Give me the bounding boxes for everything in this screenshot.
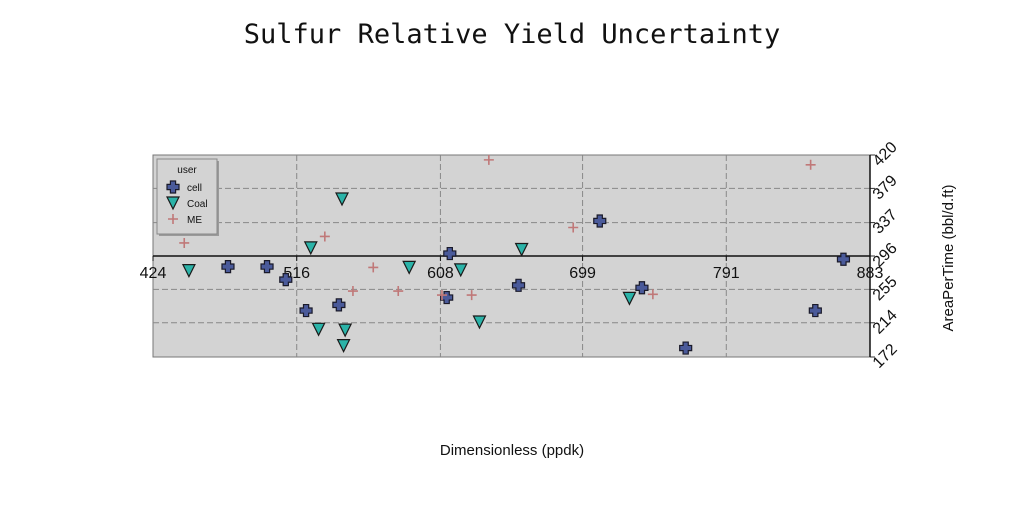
data-point-coal bbox=[181, 264, 196, 279]
y-tick-label: 214 bbox=[870, 307, 901, 338]
data-point-me bbox=[466, 290, 477, 301]
data-point-cell bbox=[679, 341, 693, 355]
y-axis-label: AreaPerTime (bbl/d.ft) bbox=[940, 185, 957, 332]
x-axis-label: Dimensionless (ppdk) bbox=[440, 442, 584, 459]
data-point-cell bbox=[260, 259, 274, 274]
data-point-me bbox=[347, 286, 358, 297]
data-point-cell bbox=[635, 281, 649, 295]
x-tick-label: 424 bbox=[140, 265, 167, 282]
data-point-coal bbox=[514, 242, 529, 257]
chart-title: Sulfur Relative Yield Uncertainty bbox=[244, 19, 780, 50]
data-point-coal bbox=[402, 260, 417, 275]
data-point-coal bbox=[453, 263, 468, 278]
data-point-me bbox=[368, 262, 379, 273]
data-point-coal bbox=[338, 323, 353, 338]
data-point-cell bbox=[443, 246, 457, 261]
y-tick-label: 379 bbox=[870, 172, 901, 203]
data-point-cell bbox=[279, 273, 293, 287]
x-tick-label: 699 bbox=[569, 265, 596, 282]
data-point-coal bbox=[472, 315, 487, 330]
legend-label: ME bbox=[187, 215, 202, 226]
data-point-me bbox=[805, 159, 816, 170]
data-point-cell bbox=[221, 259, 235, 274]
x-tick-label: 608 bbox=[427, 265, 454, 282]
legend-marker-coal bbox=[166, 196, 180, 211]
data-point-me bbox=[393, 286, 404, 297]
data-point-me bbox=[436, 290, 447, 301]
legend-marker-cell bbox=[166, 180, 180, 194]
data-point-cell bbox=[299, 303, 313, 318]
data-point-cell bbox=[332, 298, 346, 312]
data-point-cell bbox=[836, 252, 851, 266]
legend-label: Coal bbox=[187, 199, 208, 210]
data-point-me bbox=[568, 222, 579, 233]
legend-marker-me bbox=[168, 214, 178, 224]
data-point-me bbox=[483, 154, 494, 165]
y-tick-label: 172 bbox=[870, 341, 901, 372]
data-point-coal bbox=[622, 291, 637, 306]
data-point-me bbox=[179, 237, 190, 248]
data-point-me bbox=[647, 289, 658, 300]
data-point-cell bbox=[593, 214, 607, 228]
data-point-coal bbox=[311, 322, 326, 337]
data-point-coal bbox=[336, 338, 351, 353]
legend: user cell Coal ME bbox=[156, 158, 219, 236]
y-tick-label: 420 bbox=[870, 139, 901, 170]
legend-label: cell bbox=[187, 183, 202, 194]
x-tick-label: 791 bbox=[713, 265, 740, 282]
y-tick-label: 337 bbox=[870, 206, 901, 237]
legend-title: user bbox=[177, 165, 197, 176]
data-point-cell bbox=[511, 278, 526, 292]
data-point-cell bbox=[808, 303, 822, 318]
data-point-me bbox=[319, 231, 330, 242]
data-point-coal bbox=[335, 192, 349, 207]
data-point-coal bbox=[303, 241, 318, 256]
